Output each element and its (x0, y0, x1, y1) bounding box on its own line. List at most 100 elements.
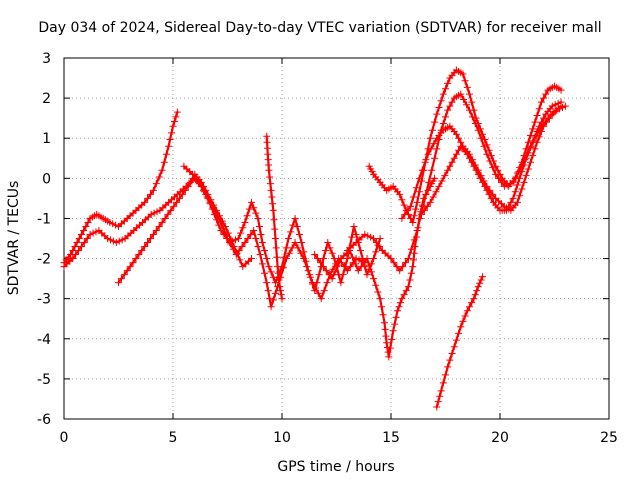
data-point-marker (247, 198, 255, 206)
data-point-marker (372, 281, 380, 289)
data-point-marker (247, 255, 255, 263)
data-point-marker (172, 113, 180, 121)
data-point-marker (370, 235, 378, 242)
data-point-marker (433, 110, 441, 118)
data-point-marker (241, 218, 249, 226)
data-point-marker (319, 263, 327, 271)
data-point-marker (72, 251, 80, 259)
data-point-marker (435, 103, 443, 111)
data-point-marker (439, 120, 447, 128)
data-point-marker (531, 133, 539, 141)
data-point-marker (472, 114, 480, 122)
data-point-marker (285, 249, 293, 257)
data-point-marker (73, 239, 81, 247)
series-12 (433, 273, 487, 411)
data-point-marker (522, 154, 530, 162)
data-point-marker (261, 247, 269, 255)
data-point-marker (505, 202, 513, 210)
data-point-marker (439, 379, 447, 387)
data-point-marker (255, 222, 263, 230)
data-point-marker (418, 210, 426, 218)
data-point-marker (323, 279, 331, 287)
data-point-marker (364, 232, 372, 240)
data-point-marker (535, 122, 543, 130)
data-point-marker (112, 239, 120, 247)
data-point-marker (428, 166, 436, 174)
data-point-marker (533, 111, 541, 119)
data-point-marker (463, 101, 471, 109)
data-point-marker (394, 307, 402, 315)
data-point-marker (409, 218, 417, 226)
data-point-marker (479, 273, 487, 281)
data-point-marker (431, 174, 439, 182)
data-point-marker (348, 253, 356, 261)
data-point-marker (162, 150, 170, 158)
data-point-marker (444, 79, 452, 87)
data-point-marker (269, 200, 277, 208)
data-point-marker (152, 226, 160, 234)
data-point-marker (274, 263, 282, 271)
data-point-marker (317, 295, 325, 303)
data-point-marker (463, 307, 471, 315)
data-point-marker (535, 105, 543, 113)
data-point-marker (265, 263, 273, 271)
x-tick-label: 20 (491, 430, 509, 446)
data-point-marker (540, 114, 548, 122)
data-point-marker (161, 214, 169, 222)
series-11 (418, 98, 565, 218)
data-point-marker (181, 186, 189, 194)
data-point-marker (380, 319, 388, 327)
data-point-marker (437, 97, 445, 105)
data-point-marker (465, 154, 473, 162)
data-point-marker (382, 332, 390, 340)
data-point-marker (277, 287, 285, 295)
data-point-marker (149, 186, 157, 194)
data-point-marker (365, 261, 373, 269)
data-point-marker (160, 158, 168, 166)
data-point-marker (282, 244, 290, 252)
data-point-marker (363, 271, 371, 279)
data-point-marker (328, 275, 336, 283)
data-point-marker (383, 343, 391, 351)
data-point-marker (527, 158, 535, 166)
data-point-marker (254, 243, 262, 251)
data-point-marker (402, 259, 410, 267)
data-point-marker (209, 204, 217, 212)
data-point-marker (520, 161, 528, 169)
data-point-marker (400, 291, 408, 299)
data-point-marker (444, 166, 452, 174)
data-point-marker (258, 260, 266, 268)
data-point-marker (455, 134, 463, 142)
data-point-marker (390, 259, 398, 267)
data-point-marker (269, 206, 277, 214)
data-point-marker (120, 271, 128, 279)
data-point-marker (280, 253, 288, 261)
data-point-marker (374, 288, 382, 296)
data-point-marker (463, 150, 471, 158)
data-point-marker (158, 218, 166, 226)
data-point-marker (184, 182, 192, 190)
data-point-marker (468, 158, 476, 166)
data-point-marker (229, 245, 237, 253)
data-point-marker (407, 202, 415, 210)
chart-title: Day 034 of 2024, Sidereal Day-to-day VTE… (38, 20, 601, 36)
data-point-marker (82, 222, 90, 230)
data-point-marker (197, 182, 205, 190)
data-point-marker (537, 98, 545, 106)
data-point-marker (426, 198, 434, 206)
data-point-marker (266, 180, 274, 188)
data-point-marker (226, 240, 234, 248)
data-point-marker (421, 158, 429, 166)
data-point-marker (314, 255, 322, 263)
data-point-marker (527, 144, 535, 152)
data-point-marker (80, 226, 88, 234)
data-point-marker (477, 276, 485, 284)
data-point-marker (89, 229, 97, 237)
data-point-marker (263, 255, 271, 263)
data-point-marker (257, 230, 265, 238)
data-point-marker (460, 95, 468, 103)
data-point-marker (513, 181, 521, 189)
data-point-marker (468, 299, 476, 307)
data-point-marker (472, 166, 480, 174)
data-point-marker (465, 303, 473, 311)
